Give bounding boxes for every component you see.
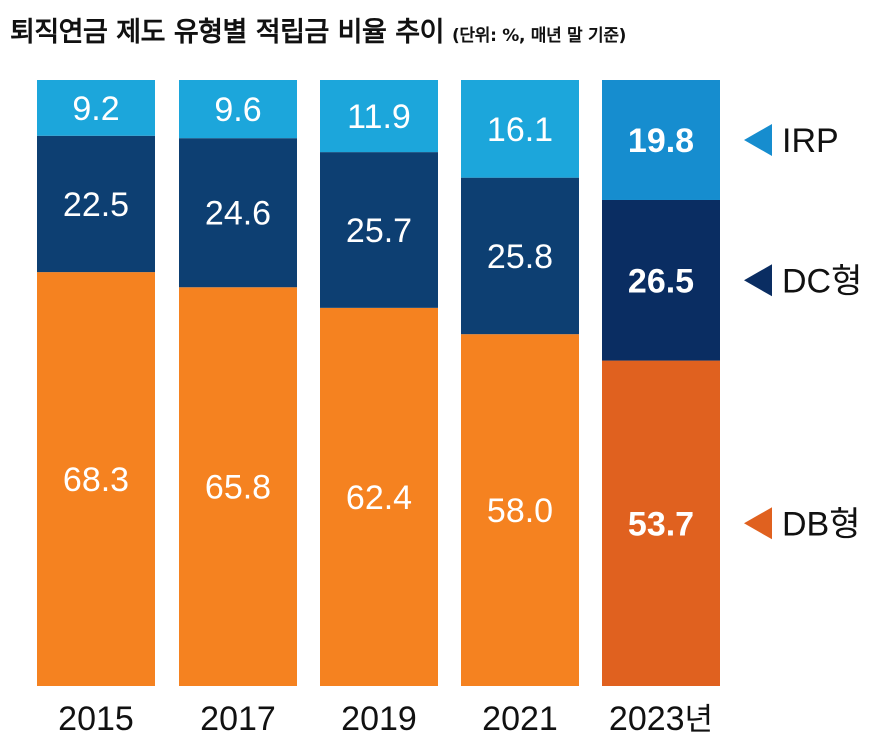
bar-segment-dc-2021 [461,177,579,335]
value-label-db-2023: 53.7 [628,505,694,543]
bar-segment-dc-2015 [37,135,155,273]
legend-label-irp: IRP [782,122,839,160]
bar-segment-dc-2017 [179,138,297,288]
chart-title-block: 퇴직연금 제도 유형별 적립금 비율 추이 (단위: %, 매년 말 기준) [10,10,626,49]
year-label-2021: 2021 [482,700,558,738]
legend-label-db: DB형 [782,505,861,543]
bar-segment-irp-2023 [602,80,720,200]
legend-label-dc: DC형 [782,262,862,300]
value-label-db-2021: 58.0 [487,492,553,530]
value-label-dc-2023: 26.5 [628,262,694,300]
bar-segment-irp-2015 [37,80,155,136]
bar-segment-dc-2023 [602,199,720,361]
bar-segment-db-2021 [461,334,579,686]
year-label-2019: 2019 [341,700,417,738]
value-label-irp-2021: 16.1 [487,111,553,149]
year-label-2023: 2023년 [609,700,713,738]
value-label-db-2015: 68.3 [63,461,129,499]
legend-marker-dc-icon [744,264,772,297]
value-label-irp-2023: 19.8 [628,122,694,160]
year-label-2017: 2017 [200,700,276,738]
year-label-2015: 2015 [58,700,134,738]
value-label-irp-2017: 9.6 [214,91,261,129]
value-label-dc-2015: 22.5 [63,186,129,224]
value-label-irp-2019: 11.9 [347,98,411,136]
bar-segment-db-2017 [179,287,297,686]
bar-segment-db-2023 [602,360,720,686]
bar-segment-irp-2021 [461,80,579,178]
bar-segment-db-2015 [37,272,155,686]
bar-segment-db-2019 [320,307,438,686]
value-label-dc-2019: 25.7 [346,212,412,250]
value-label-dc-2017: 24.6 [205,195,271,233]
bar-segment-dc-2019 [320,152,438,308]
unit-note: (단위: %, 매년 말 기준) [451,26,627,46]
value-label-dc-2021: 25.8 [487,238,553,276]
legend-marker-db-icon [744,507,772,540]
bar-segment-irp-2017 [179,80,297,139]
legend-marker-irp-icon [744,123,772,156]
chart-title: 퇴직연금 제도 유형별 적립금 비율 추이 [10,17,444,48]
value-label-irp-2015: 9.2 [72,90,119,128]
value-label-db-2017: 65.8 [205,469,271,507]
bar-segment-irp-2019 [320,80,438,153]
value-label-db-2019: 62.4 [346,479,412,517]
